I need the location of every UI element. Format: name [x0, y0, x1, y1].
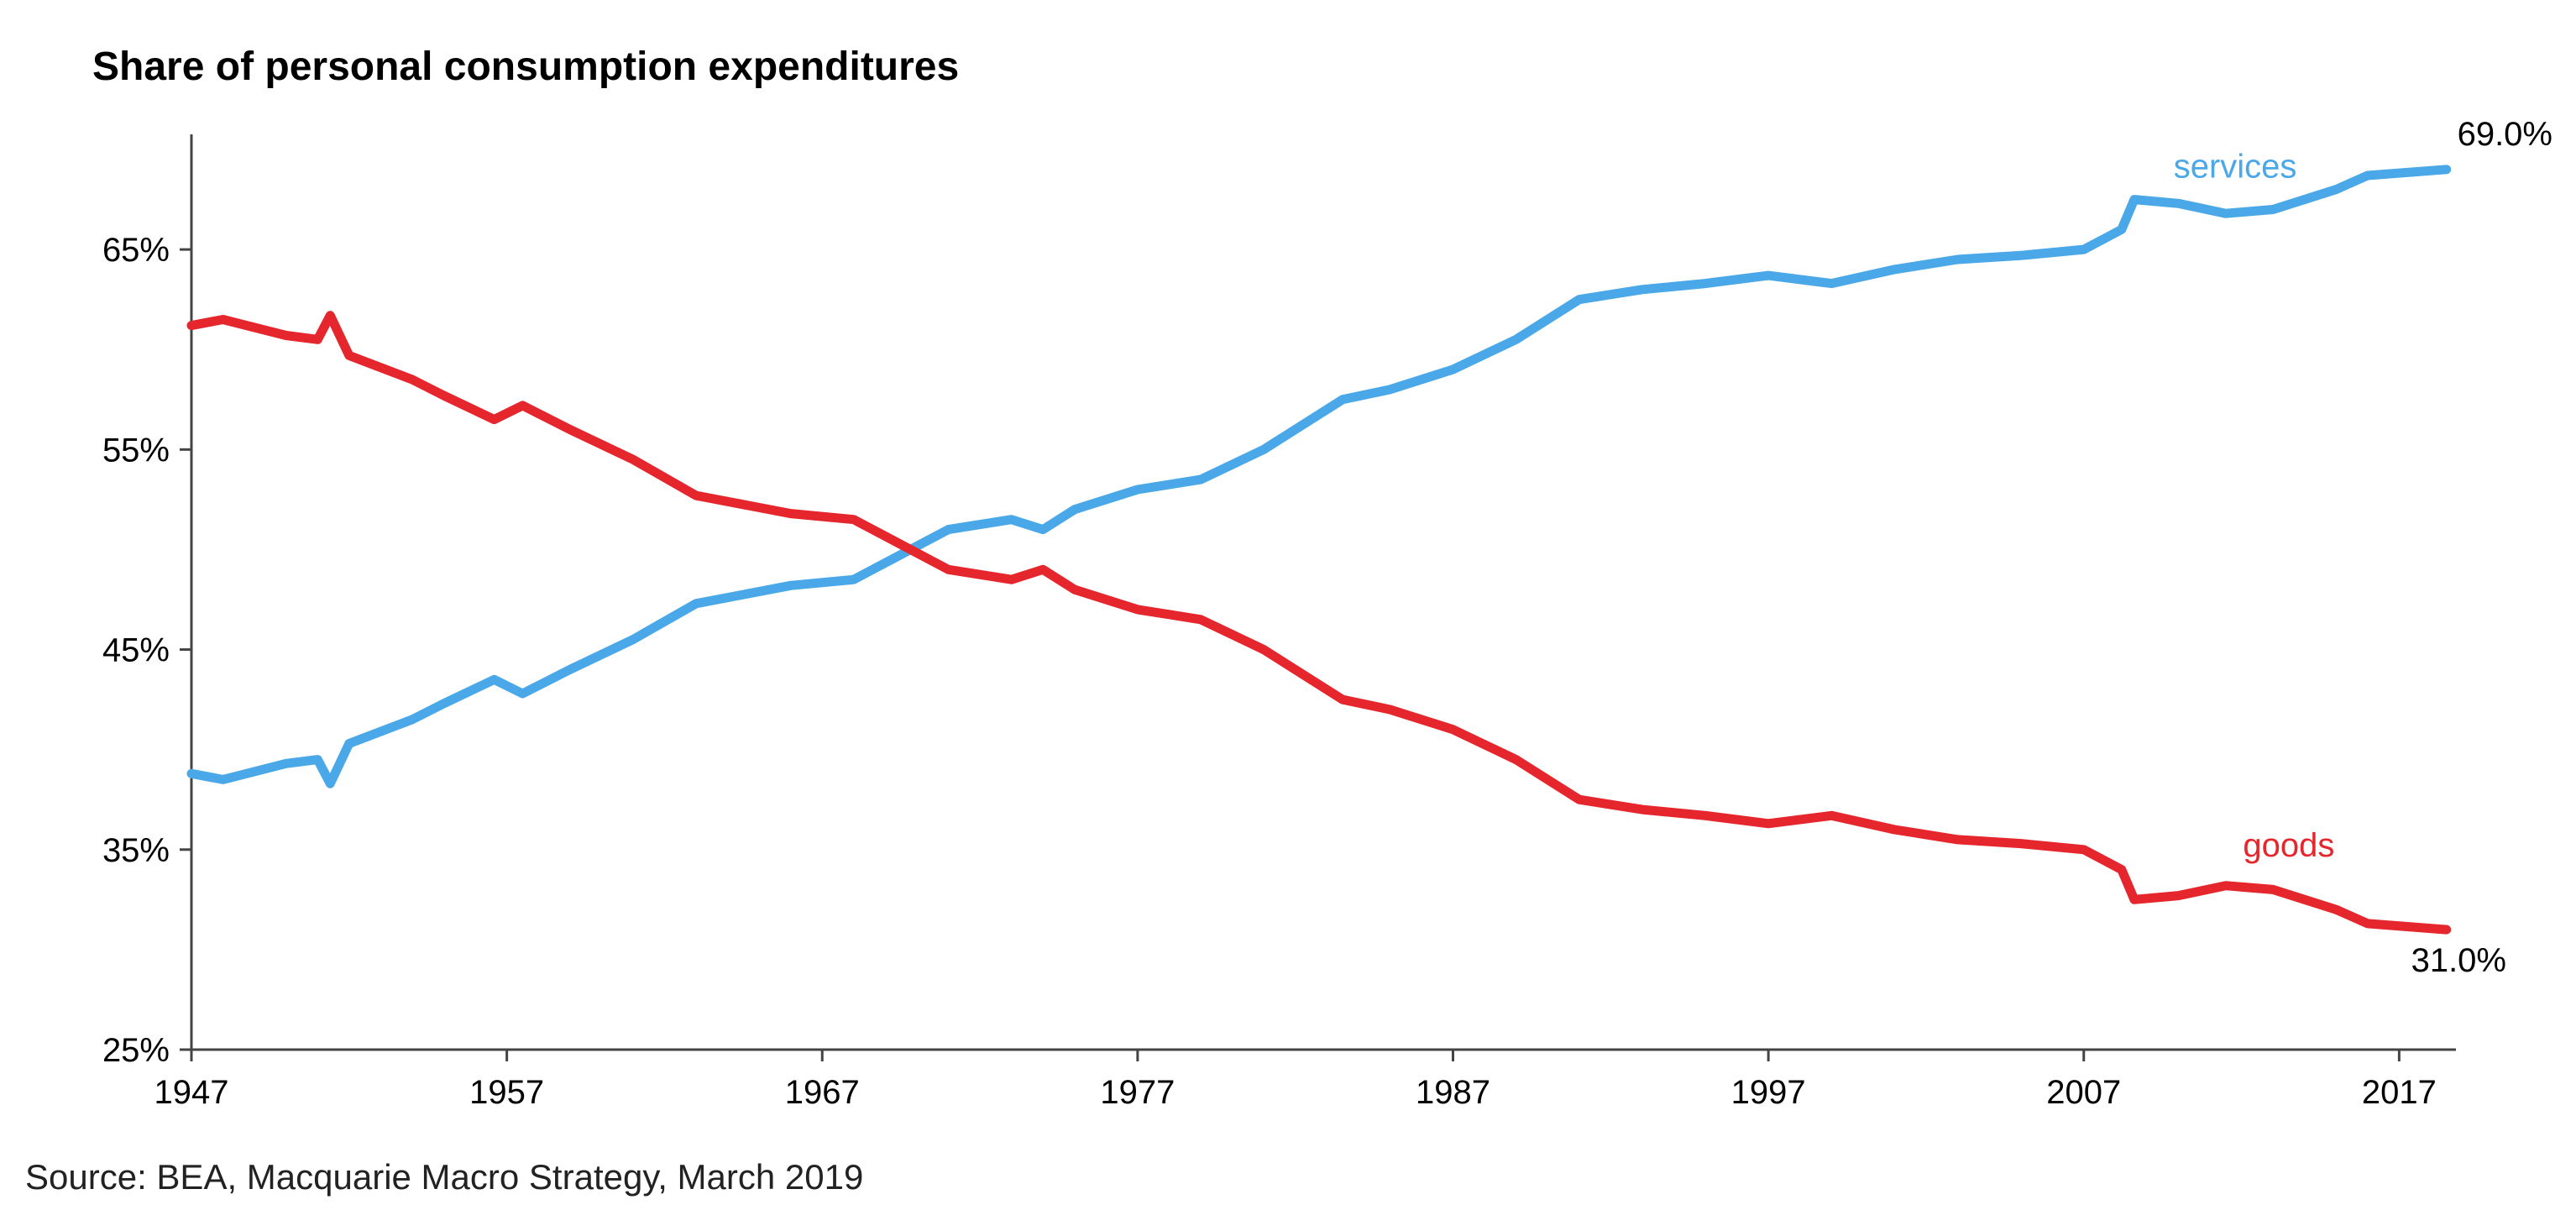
series-label-services: services: [2174, 148, 2297, 185]
x-tick-label: 1957: [469, 1074, 544, 1111]
y-tick-label: 55%: [102, 432, 170, 469]
source-note: Source: BEA, Macquarie Macro Strategy, M…: [25, 1157, 864, 1197]
series-line-goods: [186, 311, 2452, 935]
goods-end-value-label: 31.0%: [2411, 942, 2506, 979]
services-end-value-label: 69.0%: [2458, 116, 2552, 153]
x-tick-label: 1977: [1100, 1074, 1175, 1111]
series-layer: [186, 165, 2452, 935]
y-tick-label: 45%: [102, 632, 170, 669]
y-tick-label: 65%: [102, 232, 170, 269]
y-tick-label: 35%: [102, 832, 170, 869]
series-label-goods: goods: [2243, 827, 2334, 864]
x-tick-label: 1967: [785, 1074, 860, 1111]
x-tick-label: 2007: [2046, 1074, 2121, 1111]
x-tick-label: 1987: [1416, 1074, 1490, 1111]
x-tick-label: 1997: [1731, 1074, 1806, 1111]
series-line-services: [186, 165, 2452, 788]
x-tick-label: 2017: [2362, 1074, 2437, 1111]
chart-title: Share of personal consumption expenditur…: [92, 45, 960, 89]
y-tick-label: 25%: [102, 1032, 170, 1069]
line-chart: 25% 35% 45% 55% 65% 1947 1957 1967 1977 1987 1997 2…: [102, 116, 2552, 1111]
x-tick-label: 1947: [154, 1074, 229, 1111]
axes: 25% 35% 45% 55% 65% 1947 1957 1967 1977 1987 1997 2…: [102, 134, 2456, 1111]
